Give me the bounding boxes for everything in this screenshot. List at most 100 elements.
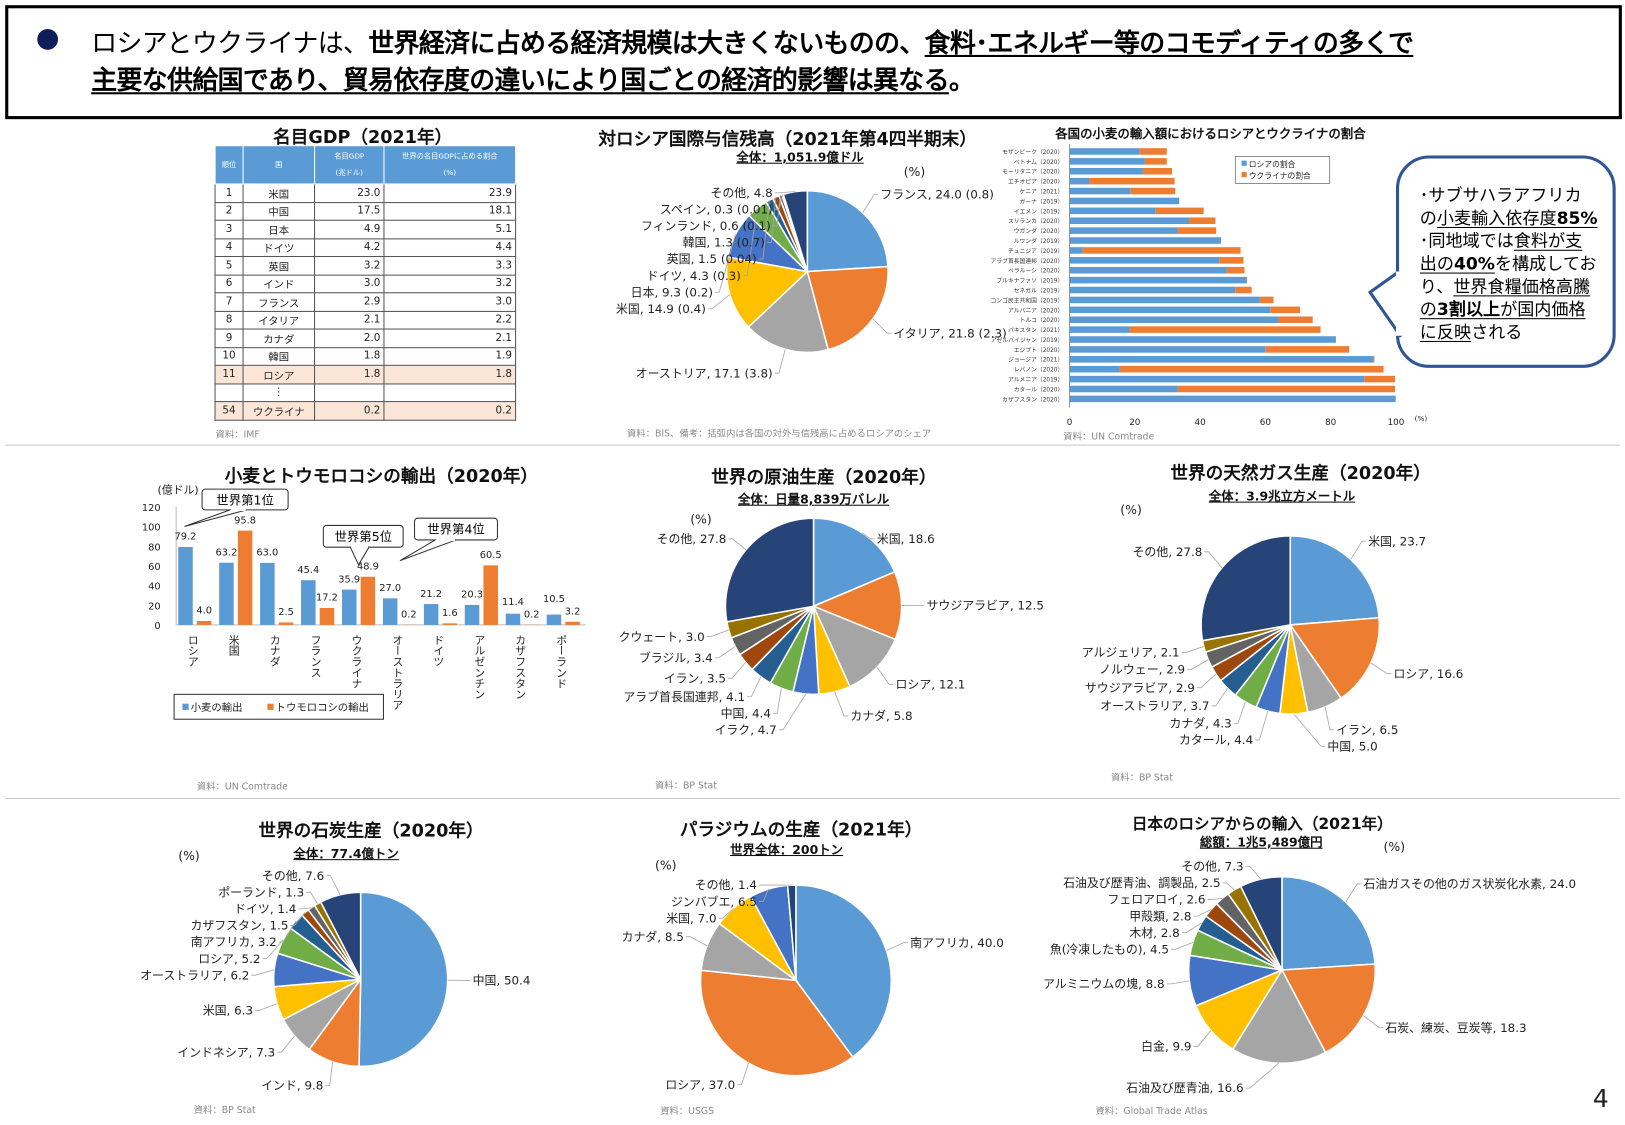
pie-label: 白金, 9.9 (1141, 1040, 1191, 1054)
pie-label-separator: , (278, 885, 286, 899)
coal-chart-title: 世界の石炭生産（2020年） (258, 820, 484, 842)
pie-label: 魚(冷凍したもの), 4.5 (1050, 942, 1169, 956)
pie-slice (724, 517, 815, 623)
pie-label-name: 木材 (1129, 926, 1153, 940)
pie-label: アルミニウムの塊, 8.8 (1043, 977, 1165, 991)
pie-label-value: 2.8 (1161, 926, 1180, 940)
gas-source: 資料：BP Stat (1110, 773, 1173, 784)
pie-slice (795, 884, 893, 1059)
pie-label-separator: , (249, 1045, 257, 1059)
text-segment: 主要な供給国であり、貿易依存度の違いにより国ごとの経済的影響は異なる (91, 65, 949, 96)
pie-label-value: 27.8 (700, 532, 727, 546)
pie-label-separator: , (941, 326, 949, 340)
wheat-import-chart: モザンビーク（2020） ベトナム（2020） モーリタニア（2020） エチオピア（… (991, 144, 1427, 428)
data-label: 0.2 (524, 609, 540, 620)
pie-label-separator: , (1205, 717, 1213, 731)
pie-label: 甲殻類, 2.8 (1129, 909, 1191, 923)
leader-line (772, 195, 781, 227)
data-label: 11.4 (502, 597, 524, 608)
leader-line (774, 194, 783, 210)
bar-russia (1069, 375, 1365, 383)
leader-line (737, 1063, 749, 1086)
pie-label-value: 2.6 (1186, 893, 1205, 907)
category-label: チュニジア（2019） (1008, 248, 1063, 255)
pie-slice (812, 604, 897, 688)
bar-russia (1069, 187, 1131, 195)
data-label: 63.2 (215, 547, 237, 558)
leader-line (262, 939, 284, 960)
pie-label-name: 魚(冷凍したもの) (1050, 942, 1143, 956)
pie-label: フランス, 24.0 (0.8) (880, 188, 994, 202)
pie-label: 中国, 4.4 (721, 706, 771, 720)
pie-label-separator: , (691, 252, 699, 266)
pie-label-separator: , (746, 186, 754, 200)
pie-label-name: 南アフリカ (910, 936, 970, 950)
pie-label: 英国, 1.5 (0.04) (667, 252, 757, 266)
table-cell: ⋮ (242, 382, 316, 403)
pie-label: その他, 27.8 (1133, 545, 1203, 559)
pie-label-name: その他 (695, 878, 731, 892)
pie-label: ロシア, 5.2 (198, 952, 260, 966)
pie-label-value: 4.1 (726, 690, 745, 704)
table-row: 54 ウクライナ 0.2 0.2 (214, 401, 517, 421)
pie-label: インドネシア, 7.3 (177, 1045, 275, 1059)
table-cell: 3.0 (314, 274, 385, 294)
coal-chart-subtitle: 全体：77.4億トン (293, 846, 399, 862)
pie-label: その他, 7.3 (1181, 860, 1243, 874)
category-label: エジプト（2020） (1014, 347, 1064, 354)
leader-line (772, 688, 782, 714)
category-label: 米国 (227, 634, 240, 657)
bar-ukraine (1246, 276, 1248, 284)
table-cell: 4.2 (314, 237, 385, 258)
bar-corn (360, 576, 376, 625)
pie-label-separator: , (1010, 599, 1018, 613)
table-row: 8 イタリア 2.1 2.2 (214, 310, 517, 330)
category-label: イエメン（2019） (1014, 208, 1063, 215)
pie-label: ロシア, 12.1 (896, 678, 966, 692)
data-label: 10.5 (543, 594, 565, 605)
table-cell: 0.2 (314, 401, 385, 421)
pie-label: ドイツ, 4.3 (0.3) (647, 269, 741, 283)
bar-ukraine (1177, 385, 1395, 393)
table-cell: 54 (214, 401, 244, 421)
pie-label: 南アフリカ, 3.2 (191, 935, 277, 949)
pie-label-value: 27.8 (1176, 545, 1203, 559)
data-label: 0.2 (401, 609, 417, 620)
bar-corn (442, 623, 458, 625)
data-label: 35.9 (338, 574, 360, 585)
pie-label-name: 英国 (667, 252, 691, 266)
pie-label-name: 石炭、練炭、豆炭等 (1385, 1021, 1492, 1035)
pie-label-separator: , (223, 968, 231, 982)
leader-line (1187, 659, 1209, 670)
pie-label-value: 4.7 (758, 723, 777, 737)
bar-ukraine (1155, 207, 1204, 215)
export-source: 資料：UN Comtrade (196, 782, 288, 793)
pie-label-separator: , (678, 630, 686, 644)
category-label: スリランカ（2020） (1008, 218, 1063, 225)
pie-label-separator: , (654, 285, 662, 299)
table-cell: 1.9 (383, 346, 517, 366)
bar-ukraine (1270, 306, 1300, 314)
legend-swatch (182, 703, 189, 710)
table-row: 2 中国 17.5 18.1 (214, 201, 517, 221)
text-segment: を構成しており、 (1419, 253, 1597, 297)
y-tick-label: 0 (154, 621, 160, 632)
pie-label-name: ジンバブエ (671, 895, 731, 909)
data-label: 95.8 (234, 515, 256, 526)
pie-label-name: ポーランド (218, 885, 278, 899)
pie-chart: 石油ガスその他のガス状炭化水素, 24.0 石炭、練炭、豆炭等, 18.3 石油及び… (1043, 860, 1576, 1096)
pie-sublabel: (0.7) (737, 236, 765, 250)
table-cell: 2.2 (383, 310, 517, 330)
pie-label: 米国, 6.3 (203, 1004, 253, 1018)
pie-label: 石油ガスその他のガス状炭化水素, 24.0 (1363, 877, 1576, 891)
x-tick-label: 0 (1067, 418, 1073, 428)
pie-label: アルジェリア, 2.1 (1082, 646, 1180, 660)
category-label: ガーナ（2019） (1020, 197, 1064, 205)
leader-line (742, 208, 758, 277)
callout-label: 世界第4位 (427, 522, 485, 537)
bar-wheat (546, 614, 562, 625)
callout-label: 世界第1位 (216, 493, 274, 508)
bar-russia (1069, 395, 1396, 403)
pie-label: フィンランド, 0.6 (0.1) (641, 219, 771, 233)
pie-label: 南アフリカ, 40.0 (910, 936, 1004, 950)
